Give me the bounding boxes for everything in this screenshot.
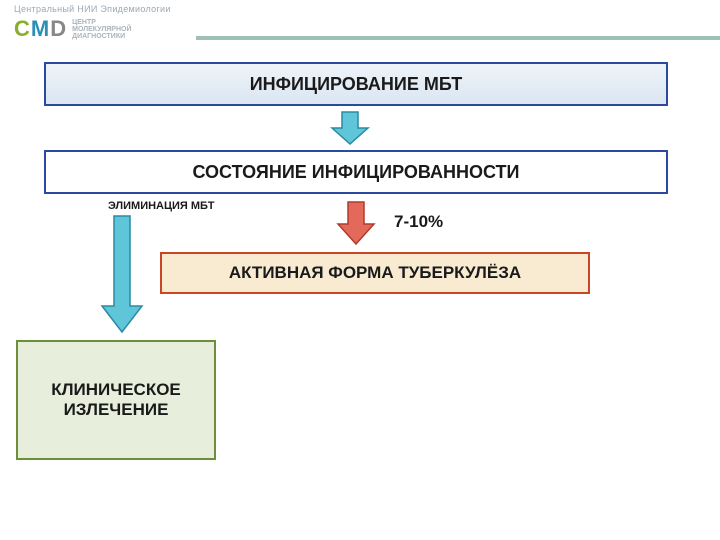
box-infection: ИНФИЦИРОВАНИЕ МБТ [44, 62, 668, 106]
box-infection-label: ИНФИЦИРОВАНИЕ МБТ [250, 74, 463, 95]
brand-sub-line-2: МОЛЕКУЛЯРНОЙ [72, 26, 131, 33]
box-active-tb-label: АКТИВНАЯ ФОРМА ТУБЕРКУЛЁЗА [229, 263, 521, 283]
arrow-down-long-icon [100, 214, 144, 334]
box-clinical-cure-label: КЛИНИЧЕСКОЕ ИЗЛЕЧЕНИЕ [18, 380, 214, 421]
brand-sub-line-3: ДИАГНОСТИКИ [72, 33, 131, 40]
header: Центральный НИИ Эпидемиологии CMD ЦЕНТР … [0, 0, 720, 50]
cmd-logo: CMD [14, 16, 66, 42]
logo-letter-m: M [31, 16, 49, 42]
brand-sub-line-1: ЦЕНТР [72, 19, 131, 26]
arrow-down-icon [330, 110, 370, 146]
box-state-label: СОСТОЯНИЕ ИНФИЦИРОВАННОСТИ [193, 162, 520, 183]
brand-subtitle: ЦЕНТР МОЛЕКУЛЯРНОЙ ДИАГНОСТИКИ [72, 19, 131, 40]
logo-letter-c: C [14, 16, 30, 42]
brand-institute-text: Центральный НИИ Эпидемиологии [14, 4, 706, 14]
header-divider [196, 36, 720, 40]
logo-letter-d: D [50, 16, 66, 42]
box-clinical-cure: КЛИНИЧЕСКОЕ ИЗЛЕЧЕНИЕ [16, 340, 216, 460]
label-percent: 7-10% [394, 212, 443, 232]
box-active-tb: АКТИВНАЯ ФОРМА ТУБЕРКУЛЁЗА [160, 252, 590, 294]
arrow-down-red-icon [336, 200, 376, 246]
label-elimination: ЭЛИМИНАЦИЯ МБТ [108, 200, 214, 212]
box-state: СОСТОЯНИЕ ИНФИЦИРОВАННОСТИ [44, 150, 668, 194]
